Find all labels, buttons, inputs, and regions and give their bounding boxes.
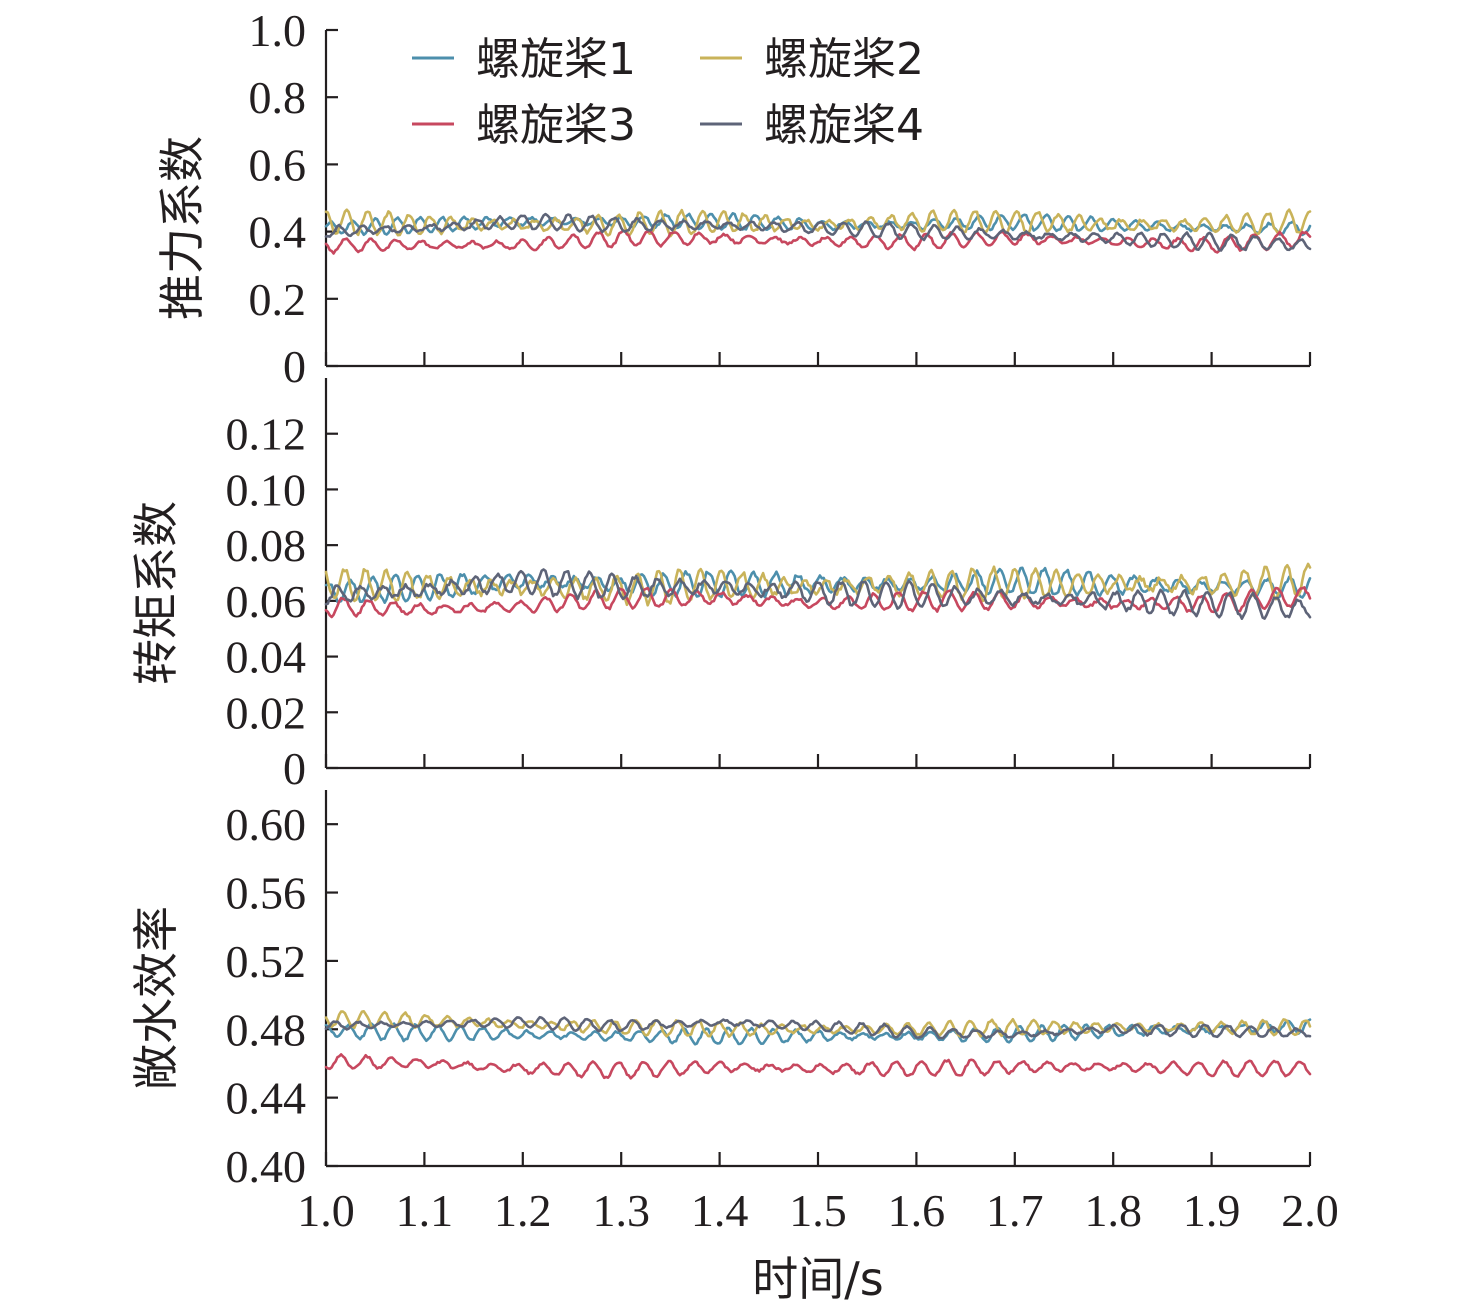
y-axis-label: 敞水效率 [129, 906, 183, 1090]
y-axis-label: 转矩系数 [129, 501, 183, 685]
series-line-4 [324, 1015, 1312, 1040]
series-line-2 [324, 1010, 1312, 1038]
legend-item-1: 螺旋桨1 [412, 34, 636, 85]
x-tick-label: 1.3 [592, 1185, 650, 1236]
series-line-2 [324, 208, 1312, 238]
y-tick-label: 1.0 [249, 5, 307, 56]
panel-2: 00.020.040.060.080.100.12 转矩系数 [129, 378, 1312, 794]
x-tick-label: 1.2 [494, 1185, 552, 1236]
y-tick-label: 0 [283, 341, 306, 392]
x-tick-label: 1.1 [396, 1185, 454, 1236]
x-tick-label: 1.5 [789, 1185, 847, 1236]
panel-1: 0 0.2 0.4 0.6 0.8 1.0 推力系数 [155, 5, 1312, 392]
legend: 螺旋桨1 螺旋桨2 螺旋桨3 螺旋桨4 [412, 34, 924, 151]
y-tick-label: 0.6 [249, 139, 307, 190]
series-line-2 [324, 562, 1312, 607]
x-axis-label: 时间/s [752, 1252, 883, 1306]
y-tick-label: 0.8 [249, 72, 307, 123]
y-tick-label: 0.60 [226, 799, 307, 850]
x-tick-label: 1.4 [691, 1185, 749, 1236]
x-tick-label: 1.8 [1084, 1185, 1142, 1236]
y-tick-label: 0.06 [226, 576, 307, 627]
x-axis: 1.0 1.1 1.2 1.3 1.4 1.5 1.6 1.7 1.8 1.9 2.0 [297, 1185, 1339, 1236]
x-tick-label: 1.0 [297, 1185, 355, 1236]
legend-item-3: 螺旋桨3 [412, 100, 636, 151]
x-tick-label: 1.7 [986, 1185, 1044, 1236]
y-tick-label: 0.08 [226, 520, 307, 571]
y-tick-label: 0.4 [249, 207, 307, 258]
series-line-4 [324, 568, 1312, 620]
y-tick-label: 0.44 [226, 1073, 307, 1124]
y-tick-label: 0 [283, 743, 306, 794]
legend-label: 螺旋桨3 [476, 100, 636, 151]
x-tick-label: 1.6 [888, 1185, 946, 1236]
x-tick-label: 2.0 [1281, 1185, 1339, 1236]
legend-item-4: 螺旋桨4 [700, 100, 924, 151]
series-line-3 [324, 586, 1312, 619]
series-line-4 [324, 212, 1312, 252]
legend-label: 螺旋桨1 [476, 34, 636, 85]
legend-item-2: 螺旋桨2 [700, 34, 924, 85]
y-tick-label: 0.56 [226, 868, 307, 919]
y-tick-label: 0.48 [226, 1004, 307, 1055]
legend-label: 螺旋桨2 [764, 34, 924, 85]
y-tick-label: 0.10 [226, 464, 307, 515]
series-line-3 [324, 1053, 1312, 1080]
series-line-3 [324, 229, 1312, 255]
y-tick-label: 0.40 [226, 1141, 307, 1192]
panels-layer: 00.20.40.60.81.0推力系数00.020.040.060.080.1… [129, 5, 1312, 1192]
y-tick-label: 0.2 [249, 274, 307, 325]
panel-3: 0.40 0.44 0.48 0.52 0.56 0.60 敞水效率 [129, 790, 1312, 1192]
y-tick-label: 0.52 [226, 936, 307, 987]
y-tick-label: 0.12 [226, 409, 307, 460]
x-tick-label: 1.9 [1183, 1185, 1241, 1236]
legend-label: 螺旋桨4 [764, 100, 924, 151]
y-axis-label: 推力系数 [155, 136, 209, 320]
y-tick-label: 0.04 [226, 632, 307, 683]
y-tick-label: 0.02 [226, 687, 307, 738]
